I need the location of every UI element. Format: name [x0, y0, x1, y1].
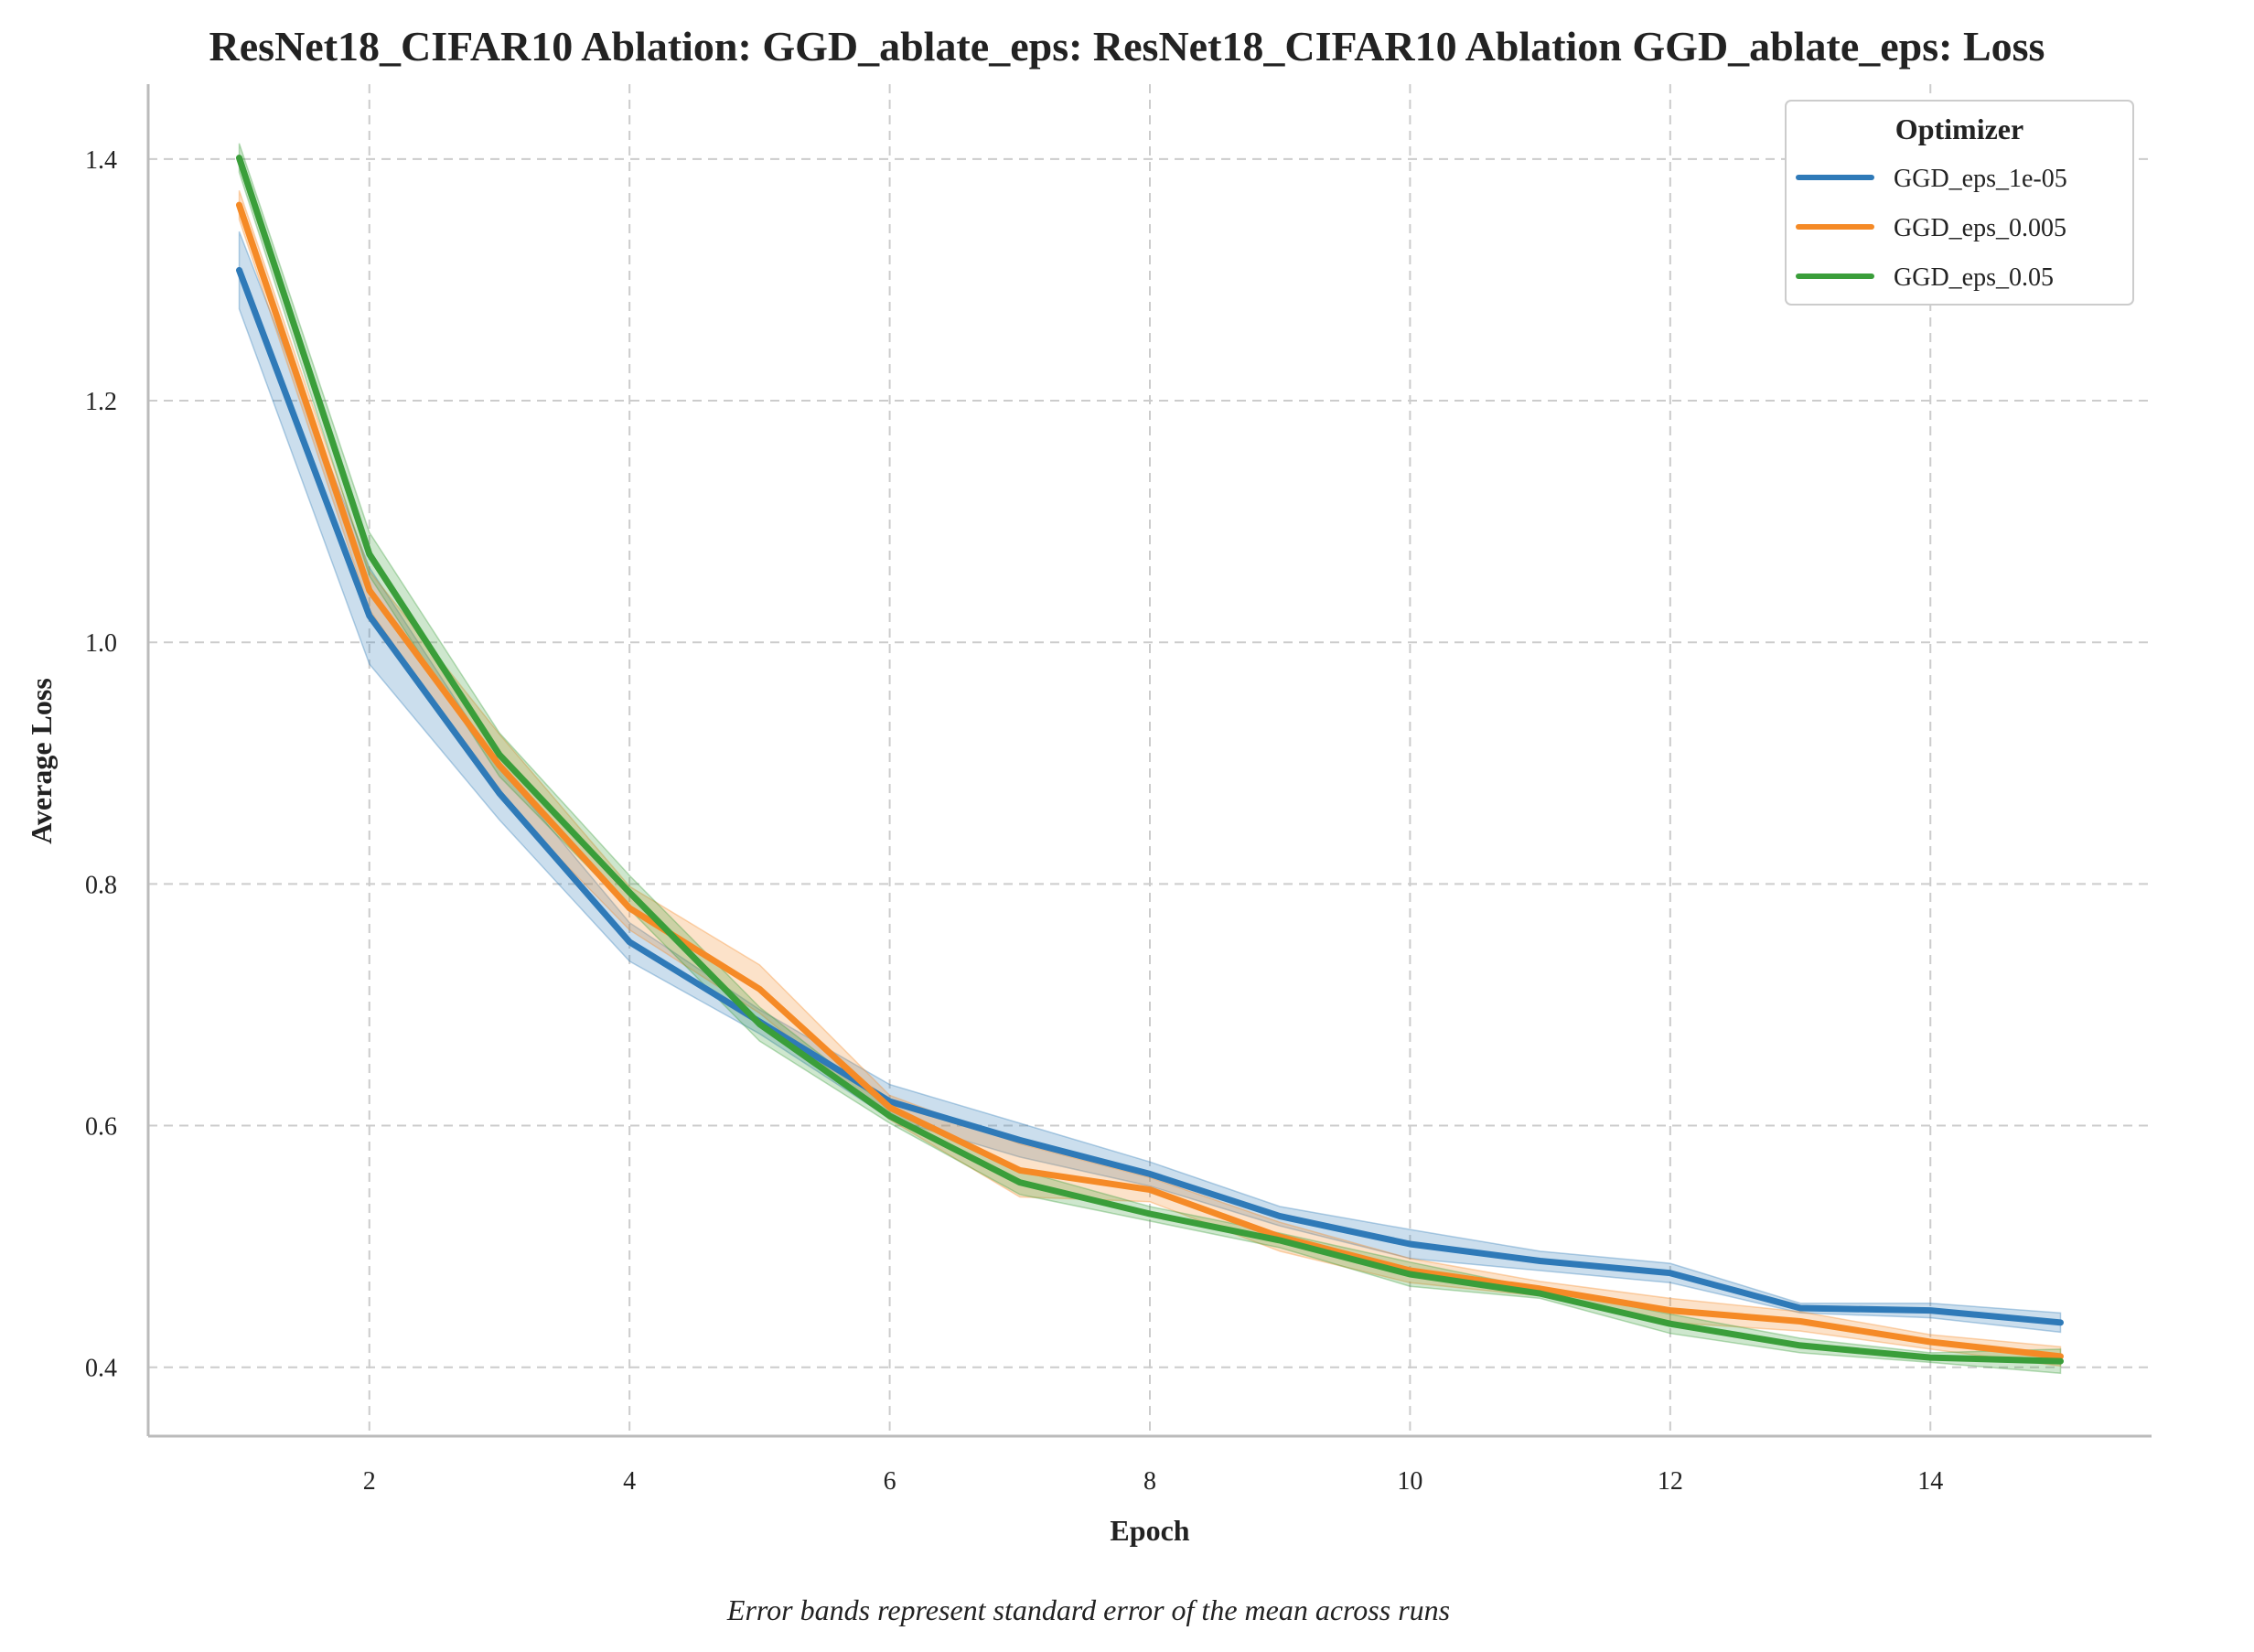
x-tick-label: 8 — [1143, 1467, 1156, 1496]
y-tick-label: 1.4 — [85, 146, 117, 175]
legend-title: Optimizer — [1895, 113, 2023, 145]
y-tick-label: 1.2 — [85, 388, 117, 416]
legend-label-0.05: GGD_eps_0.05 — [1894, 263, 2054, 292]
chart-title: ResNet18_CIFAR10 Ablation: GGD_ablate_ep… — [209, 23, 2045, 70]
y-tick-label: 0.8 — [85, 871, 117, 899]
series-line-GGD_eps_0.05 — [236, 155, 2064, 1365]
x-tick-label: 14 — [1917, 1467, 1943, 1496]
legend: Optimizer GGD_eps_1e-05 GGD_eps_0.005 GG… — [1785, 100, 2134, 306]
x-tick-label: 2 — [363, 1467, 376, 1496]
caption: Error bands represent standard error of … — [726, 1593, 1450, 1626]
y-tick-label: 0.4 — [85, 1355, 117, 1383]
y-tick-label: 0.6 — [85, 1113, 117, 1142]
y-tick-labels: 0.4 0.6 0.8 1.0 1.2 1.4 — [85, 146, 117, 1383]
error-band-GGD_eps_1e-05 — [238, 231, 2062, 1334]
legend-label-0.005: GGD_eps_0.005 — [1894, 214, 2066, 242]
legend-box — [1785, 100, 2134, 306]
error-band-GGD_eps_0.005 — [238, 189, 2062, 1368]
y-axis-label: Average Loss — [25, 678, 58, 844]
y-tick-label: 1.0 — [85, 629, 117, 658]
x-axis-label: Epoch — [1110, 1514, 1189, 1547]
legend-label-1e-05: GGD_eps_1e-05 — [1894, 165, 2067, 193]
x-tick-label: 6 — [884, 1467, 896, 1496]
series-lines — [236, 155, 2064, 1365]
x-tick-label: 12 — [1658, 1467, 1683, 1496]
series-line-GGD_eps_0.005 — [236, 201, 2064, 1360]
x-tick-label: 10 — [1397, 1467, 1422, 1496]
x-tick-label: 4 — [623, 1467, 636, 1496]
series-line-GGD_eps_1e-05 — [236, 266, 2064, 1326]
x-tick-labels: 2 4 6 8 10 12 14 — [363, 1467, 1943, 1496]
